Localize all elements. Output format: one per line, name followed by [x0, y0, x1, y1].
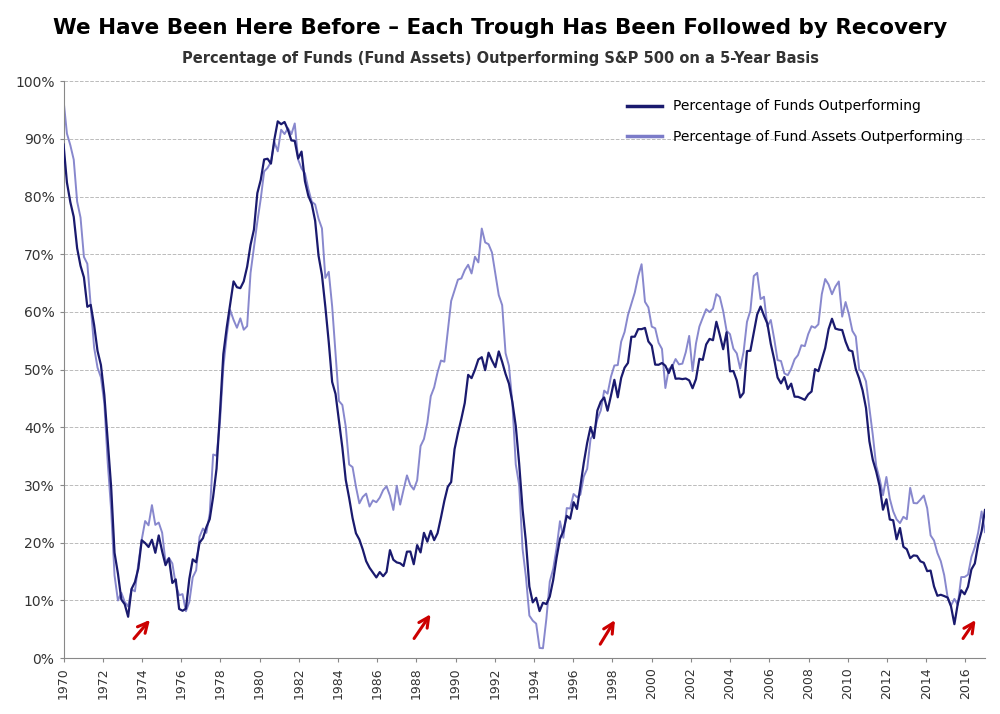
- Legend: Percentage of Funds Outperforming, Percentage of Fund Assets Outperforming: Percentage of Funds Outperforming, Perce…: [622, 94, 969, 150]
- Text: Percentage of Funds (Fund Assets) Outperforming S&P 500 on a 5-Year Basis: Percentage of Funds (Fund Assets) Outper…: [182, 51, 818, 66]
- Text: We Have Been Here Before – Each Trough Has Been Followed by Recovery: We Have Been Here Before – Each Trough H…: [53, 18, 947, 38]
